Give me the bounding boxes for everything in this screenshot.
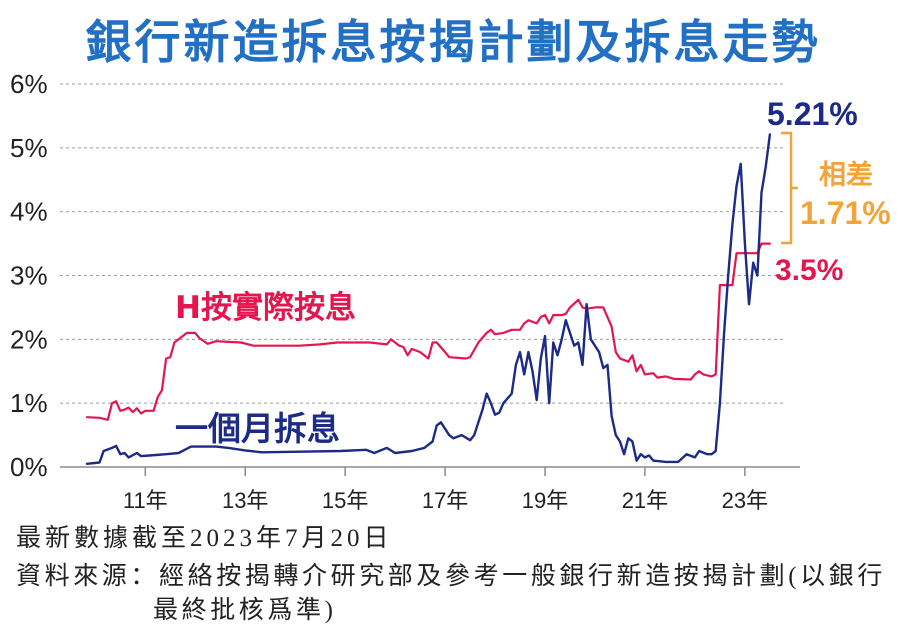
x-tick-label: 19年 <box>522 488 568 513</box>
series-line-hibor <box>85 133 772 465</box>
y-tick-label: 2% <box>10 324 48 354</box>
y-tick-label: 0% <box>10 452 48 482</box>
spread-value-label: 1.71% <box>800 195 891 231</box>
y-tick-label: 3% <box>10 261 48 291</box>
spread-label: 相差 <box>819 159 873 191</box>
x-tick-label: 17年 <box>422 488 468 513</box>
source-note-line-1: 資料來源：經絡按揭轉介研究部及參考一般銀行新造按揭計劃(以銀行 <box>16 562 886 590</box>
series-lines <box>85 133 772 465</box>
gridlines <box>60 83 785 404</box>
x-tick-label: 13年 <box>222 488 268 513</box>
y-tick-label: 4% <box>10 197 48 227</box>
x-tick-label: 23年 <box>722 488 768 513</box>
y-tick-label: 5% <box>10 133 48 163</box>
legend-label-hibor: 一個月拆息 <box>175 409 340 448</box>
spread-bracket <box>781 131 798 245</box>
data-date-note: 最新數據截至2023年7月20日 <box>16 524 393 552</box>
y-tick-label: 6% <box>10 69 48 99</box>
x-tick-label: 11年 <box>123 488 168 513</box>
y-axis-tick-labels: 0% 1% 2% 3% 4% 5% 6% <box>10 69 48 482</box>
y-tick-label: 1% <box>10 388 48 418</box>
chart-title: 銀行新造拆息按揭計劃及拆息走勢 <box>86 15 821 69</box>
legend-label-h-rate: H按實際按息 <box>175 290 356 326</box>
x-tick-label: 21年 <box>622 488 668 513</box>
latest-h-rate-label: 3.5% <box>775 254 843 287</box>
source-note-line-2: 最終批核爲準) <box>153 596 337 624</box>
x-tick-label: 15年 <box>322 488 368 513</box>
series-line-h-rate <box>85 242 771 421</box>
latest-hibor-label: 5.21% <box>767 96 858 132</box>
x-axis-ticks: 11年 13年 15年 17年 19年 21年 23年 <box>123 467 768 513</box>
